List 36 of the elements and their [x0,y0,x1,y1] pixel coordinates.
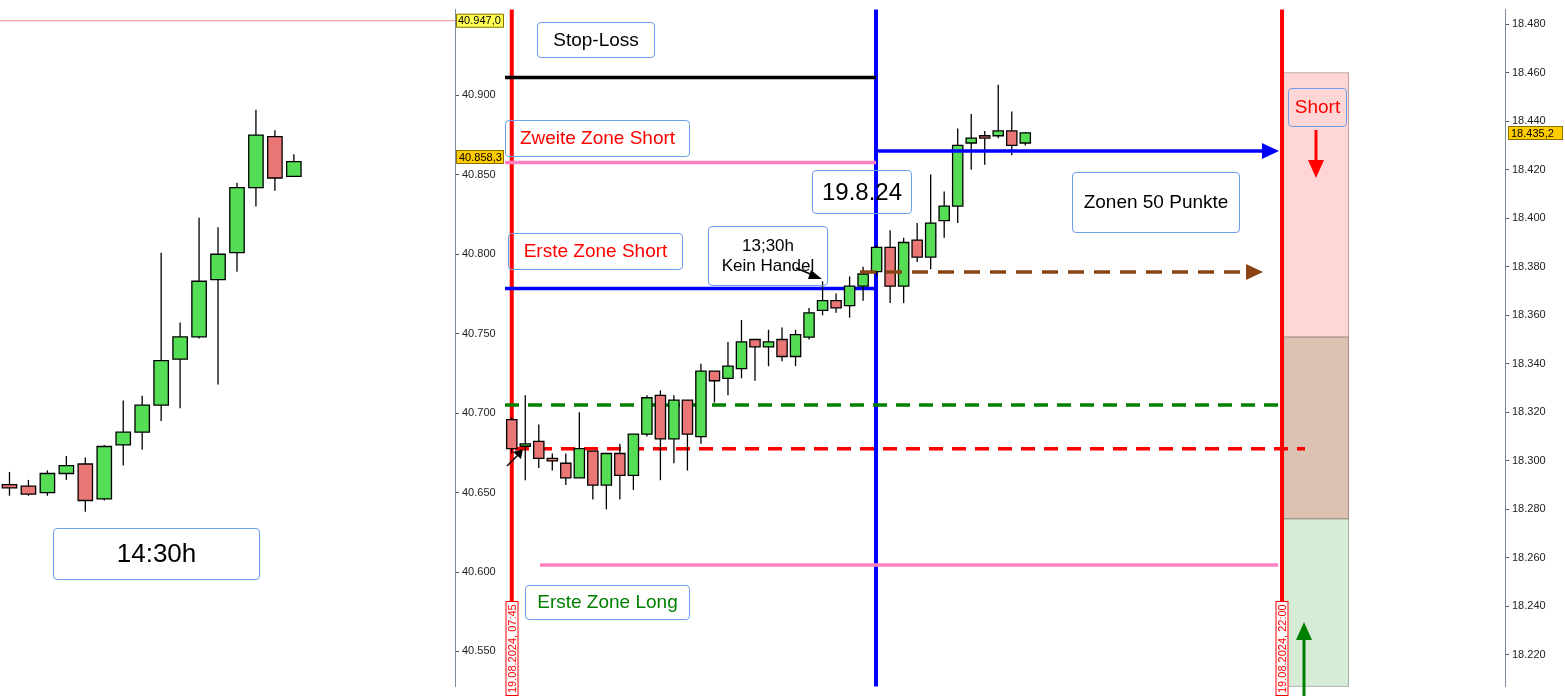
y-tick-label: 18.480 [1512,17,1546,30]
candlestick [172,321,188,410]
annotation: 14:30h [53,528,260,580]
y-tick-label: 18.400 [1512,211,1546,224]
y-tick-label: 40.550 [462,644,496,657]
y-tick-label: 18.300 [1512,453,1546,466]
annotation: Short [1288,88,1347,127]
y-tick-label: 18.360 [1512,308,1546,321]
y-tick-label: 40.750 [462,326,496,339]
ref-line-label: Erste Zone Long [525,585,690,620]
x-tick-label: 19.08.2024, 22:00 [1275,601,1289,696]
y-tick-label: 18.380 [1512,259,1546,272]
y-tick-label: 18.340 [1512,356,1546,369]
y-tick-label: 18.420 [1512,162,1546,175]
annotation: Zonen 50 Punkte [1072,172,1240,233]
y-tick-label: 18.460 [1512,65,1546,78]
y-tick-label: 18.320 [1512,405,1546,418]
y-tick-label: 18.260 [1512,550,1546,563]
ref-line-label: Stop-Loss [537,22,655,58]
y-tick-label: 40.650 [462,485,496,498]
ref-line-label: Erste Zone Short [508,233,683,270]
y-tick-label: 40.700 [462,406,496,419]
y-tick-label: 18.440 [1512,114,1546,127]
annotation: 13;30h Kein Handel [708,226,828,286]
y-tick-label: 18.280 [1512,502,1546,515]
text: 40.858,3 [456,150,504,164]
y-tick-label: 40.600 [462,565,496,578]
x-tick-label: 19.08.2024, 07:45 [505,601,519,696]
y-tick-label: 40.800 [462,247,496,260]
ref-line-label: Zweite Zone Short [505,120,690,157]
y-tick-label: 40.900 [462,88,496,101]
y-tick-label: 18.220 [1512,647,1546,660]
text: 18.435,2 [1508,126,1563,140]
y-tick-label: 18.240 [1512,599,1546,612]
ref-line-label: 40.947,0 [458,14,501,27]
y-tick-label: 40.850 [462,167,496,180]
